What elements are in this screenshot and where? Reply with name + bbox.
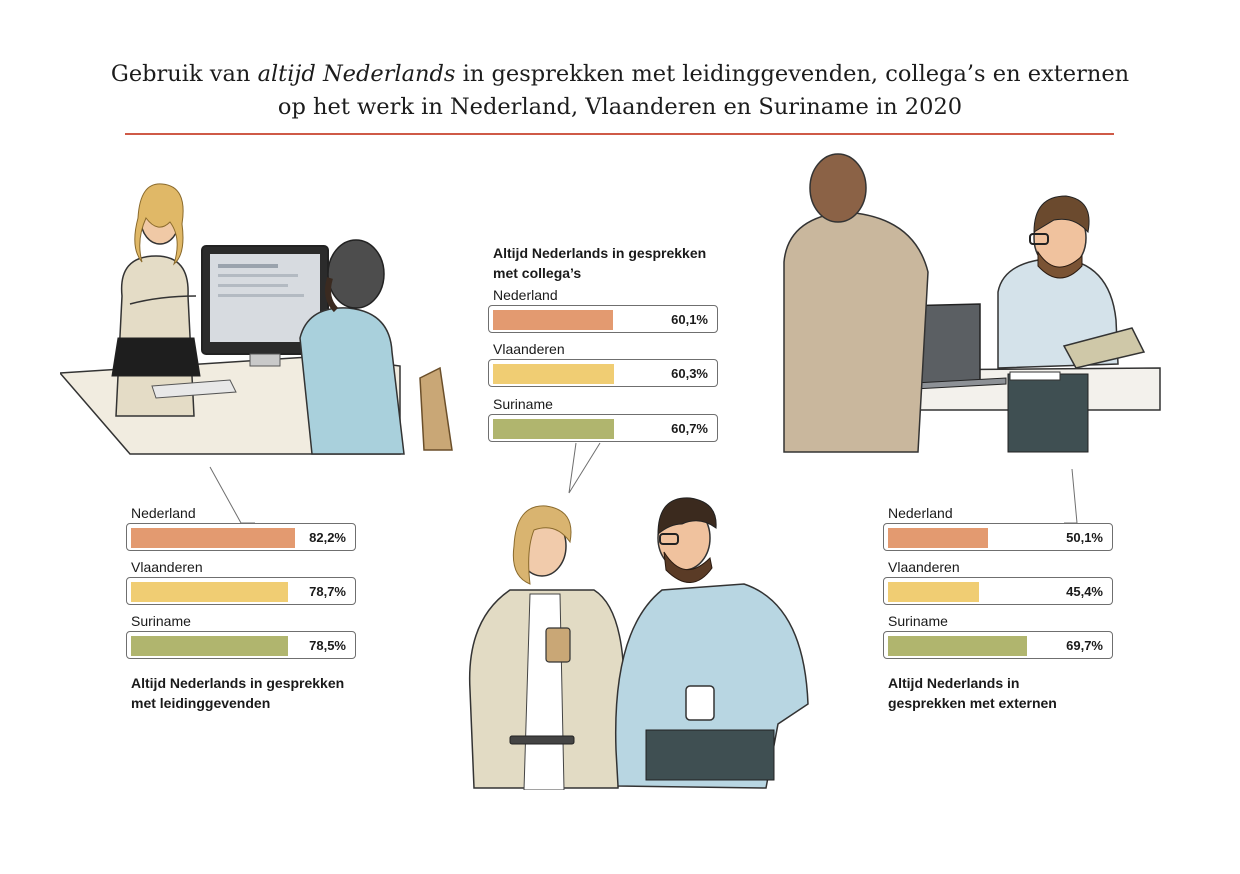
bar-group-vlaanderen: Vlaanderen 60,3% [488, 341, 720, 389]
category-label: Nederland [888, 505, 953, 521]
value-label: 78,7% [309, 584, 346, 599]
bar-frame: 60,3% [488, 359, 718, 387]
bar-vlaanderen [131, 582, 289, 602]
bar-vlaanderen [493, 364, 614, 384]
bar-group-suriname: Suriname 60,7% [488, 396, 720, 444]
bar-group-nederland: Nederland 50,1% [883, 505, 1115, 553]
value-label: 78,5% [309, 638, 346, 653]
bar-nederland [131, 528, 296, 548]
bar-suriname [493, 419, 615, 439]
value-label: 45,4% [1066, 584, 1103, 599]
value-label: 60,7% [671, 421, 708, 436]
bar-frame: 60,1% [488, 305, 718, 333]
value-label: 60,3% [671, 366, 708, 381]
bar-nederland [888, 528, 989, 548]
title-line-1-start: Gebruik van [110, 61, 258, 87]
category-label: Suriname [131, 613, 191, 629]
bar-nederland [493, 310, 614, 330]
illustration-colleagues-scene [468, 497, 809, 790]
category-label: Vlaanderen [131, 559, 203, 575]
bar-frame: 78,5% [126, 631, 356, 659]
value-label: 60,1% [671, 312, 708, 327]
chart-title: Altijd Nederlands in gesprekken met coll… [493, 245, 707, 281]
bar-group-nederland: Nederland 60,1% [488, 287, 720, 335]
category-label: Suriname [493, 396, 553, 412]
bar-frame: 82,2% [126, 523, 356, 551]
bar-group-suriname: Suriname 78,5% [126, 613, 358, 661]
page-title: Gebruik van altijd Nederlands in gesprek… [0, 58, 1240, 124]
bar-group-vlaanderen: Vlaanderen 78,7% [126, 559, 358, 607]
category-label: Vlaanderen [493, 341, 565, 357]
category-label: Nederland [131, 505, 196, 521]
bar-frame: 50,1% [883, 523, 1113, 551]
category-label: Suriname [888, 613, 948, 629]
title-line-2: op het werk in Nederland, Vlaanderen en … [277, 94, 963, 120]
bar-vlaanderen [888, 582, 979, 602]
illustration-manager-scene [60, 183, 453, 455]
title-rule [125, 133, 1114, 135]
title-emphasis: altijd Nederlands [257, 61, 456, 87]
pointer-chart-collegas [568, 442, 601, 494]
value-label: 50,1% [1066, 530, 1103, 545]
bar-suriname [888, 636, 1028, 656]
bar-group-nederland: Nederland 82,2% [126, 505, 358, 553]
bar-group-suriname: Suriname 69,7% [883, 613, 1115, 661]
chart-title: Altijd Nederlands in gesprekken met leid… [131, 675, 345, 711]
category-label: Nederland [493, 287, 558, 303]
value-label: 69,7% [1066, 638, 1103, 653]
bar-frame: 45,4% [883, 577, 1113, 605]
title-line-1: Gebruik van altijd Nederlands in gesprek… [0, 58, 1240, 91]
value-label: 82,2% [309, 530, 346, 545]
illustration-externals-scene [783, 153, 1161, 453]
bar-frame: 69,7% [883, 631, 1113, 659]
bar-suriname [131, 636, 288, 656]
title-line-1-end: in gesprekken met leidinggevenden, colle… [455, 61, 1130, 87]
chart-title: Altijd Nederlands in gesprekken met exte… [888, 675, 1057, 711]
bar-frame: 78,7% [126, 577, 356, 605]
bar-frame: 60,7% [488, 414, 718, 442]
bar-group-vlaanderen: Vlaanderen 45,4% [883, 559, 1115, 607]
category-label: Vlaanderen [888, 559, 960, 575]
